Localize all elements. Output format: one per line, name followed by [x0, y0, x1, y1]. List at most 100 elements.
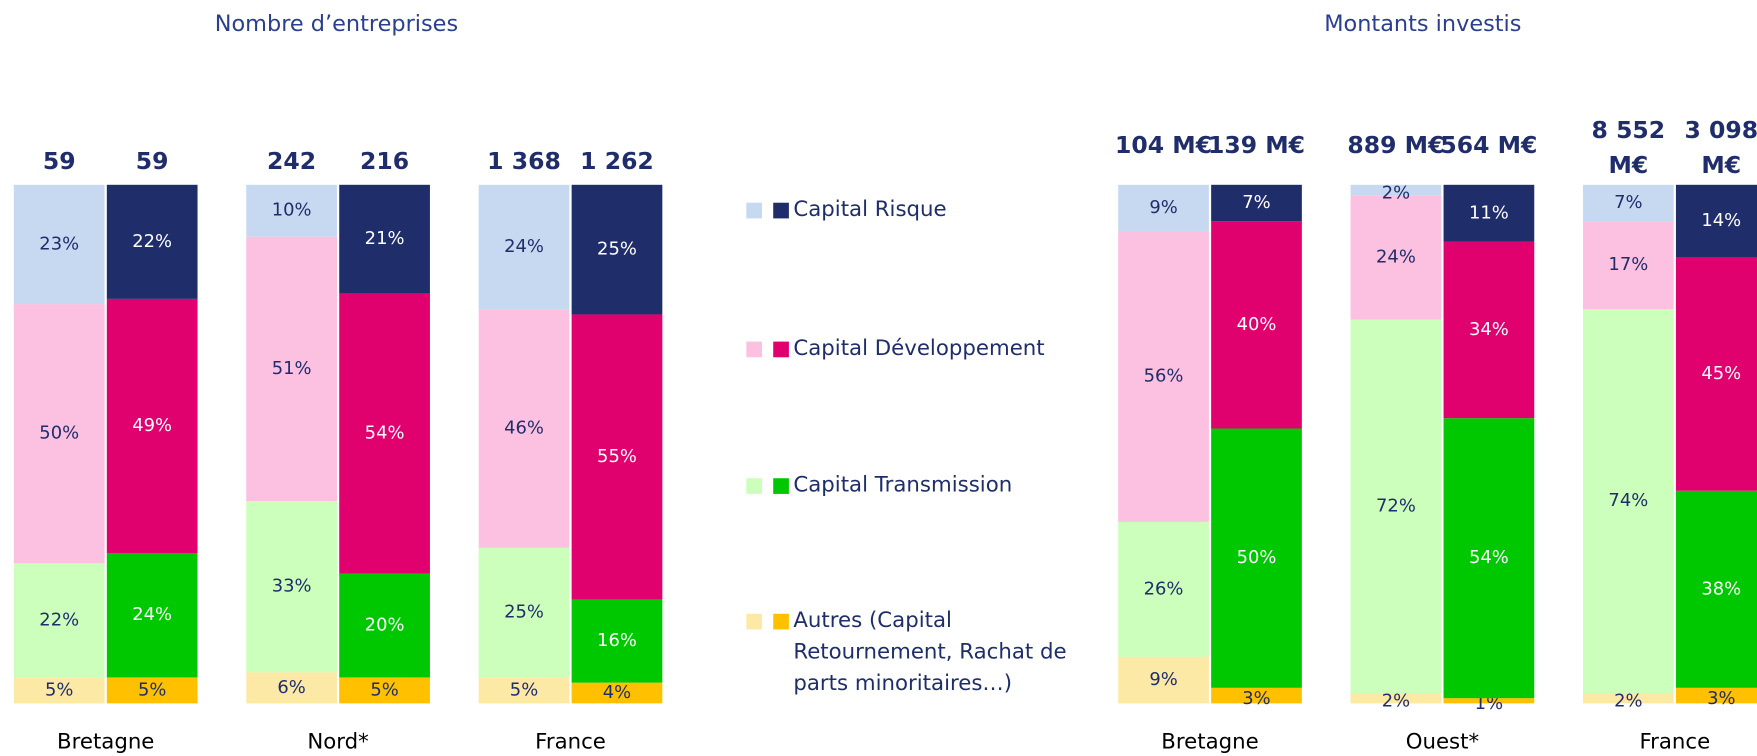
value-label: 40% — [1237, 314, 1277, 335]
legend-item: Capital Risque — [793, 197, 947, 222]
value-label: 9% — [1149, 669, 1177, 690]
bar-segment — [1211, 221, 1302, 429]
value-label: 11% — [1469, 202, 1509, 223]
bar-segment — [339, 677, 430, 704]
value-label: 5% — [370, 679, 398, 700]
x-tick-label: Ouest* — [1406, 730, 1479, 755]
bar-segment — [1443, 184, 1535, 242]
x-tick-label: Bretagne — [57, 730, 154, 755]
bar-segment — [571, 314, 663, 600]
legend-swatch — [773, 478, 789, 494]
bar-segment — [106, 184, 198, 299]
value-label: 72% — [1376, 495, 1416, 516]
value-label: 25% — [597, 239, 637, 260]
legend-swatch — [746, 478, 763, 494]
legend-swatch — [773, 341, 789, 358]
x-tick-label: Nord* — [307, 730, 368, 755]
value-label: 17% — [1608, 254, 1648, 275]
value-label: 34% — [1469, 319, 1509, 340]
value-label: 10% — [272, 200, 312, 221]
legend-swatch — [746, 202, 763, 219]
legend-label: Capital Développement — [793, 336, 1045, 361]
total-label: 139 M€ — [1208, 131, 1305, 159]
value-label: 33% — [272, 576, 312, 597]
x-tick-label: France — [1639, 730, 1710, 755]
value-label: 6% — [277, 677, 305, 698]
total-label: 59 — [136, 147, 169, 175]
bar-segment — [1350, 692, 1442, 704]
value-label: 20% — [365, 615, 405, 636]
total-label: 59 — [43, 147, 76, 175]
bar-segment — [571, 599, 663, 683]
bar-segment — [1118, 231, 1209, 522]
x-tick-label: France — [535, 730, 606, 755]
value-label: 51% — [272, 358, 312, 379]
x-tick-label: Bretagne — [1161, 730, 1258, 755]
bar-segment — [13, 304, 105, 564]
bar-segment — [571, 682, 663, 704]
legend-item: Capital Transmission — [793, 473, 1012, 498]
bar-segment — [1675, 687, 1757, 704]
bar-segment — [1582, 692, 1674, 704]
value-label: 54% — [1469, 547, 1509, 568]
value-label: 2% — [1382, 182, 1410, 203]
bar-segment — [1582, 221, 1674, 310]
bar-segment — [339, 573, 430, 678]
value-label: 74% — [1608, 490, 1648, 511]
bar-segment — [1350, 195, 1442, 320]
total-label: 216 — [360, 147, 409, 175]
total-label-line: M€ — [1608, 150, 1648, 178]
value-label: 50% — [39, 423, 79, 444]
value-label: 5% — [45, 679, 73, 700]
value-label: 22% — [132, 231, 172, 252]
bar-segment — [1211, 184, 1302, 222]
value-label: 49% — [132, 415, 172, 436]
bar-segment — [1118, 184, 1209, 232]
total-label: 564 M€ — [1440, 131, 1537, 159]
bar-segment — [478, 677, 570, 704]
bar-segment — [246, 672, 337, 704]
bar-segment — [478, 547, 570, 678]
value-label: 55% — [597, 446, 637, 467]
bar-segment — [1118, 656, 1209, 704]
total-label: 8 552 M€ — [1592, 116, 1666, 179]
total-label: 3 098 M€ — [1684, 116, 1757, 179]
bar-segment — [1350, 319, 1442, 693]
value-label: 26% — [1144, 578, 1184, 599]
total-label-line: M€ — [1701, 150, 1741, 178]
total-label: 104 M€ — [1115, 131, 1212, 159]
bar-segment — [106, 552, 198, 678]
value-label: 21% — [365, 228, 405, 249]
bar-segment — [1582, 184, 1674, 222]
value-label: 22% — [39, 609, 79, 630]
value-label: 5% — [510, 679, 538, 700]
legend-swatch — [773, 613, 789, 630]
chart-title: Nombre d’entreprises — [215, 11, 458, 37]
bar-segment — [246, 184, 337, 237]
total-label-line: 3 098 — [1684, 116, 1757, 144]
bar-segment — [13, 563, 105, 678]
bar-segment — [571, 184, 663, 315]
bar-segment — [246, 236, 337, 502]
value-label: 2% — [1614, 691, 1642, 712]
value-label: 16% — [597, 630, 637, 651]
value-label: 24% — [1376, 246, 1416, 267]
value-label: 4% — [603, 682, 631, 703]
legend-label: Capital Risque — [793, 197, 947, 222]
value-label: 9% — [1149, 197, 1177, 218]
value-label: 5% — [138, 679, 166, 700]
legend-swatch — [746, 341, 763, 358]
bar-segment — [478, 184, 570, 310]
value-label: 7% — [1242, 192, 1270, 213]
chart-title: Montants investis — [1324, 11, 1521, 37]
value-label: 3% — [1242, 688, 1270, 709]
value-label: 54% — [365, 423, 405, 444]
value-label: 46% — [504, 418, 544, 439]
bar-segment — [1211, 428, 1302, 688]
bar-segment — [339, 293, 430, 574]
total-label: 242 — [267, 147, 316, 175]
legend-label: Autres (Capital Retournement, Rachat de … — [793, 608, 1067, 696]
bar-segment — [478, 309, 570, 548]
legend-swatch — [773, 202, 789, 219]
